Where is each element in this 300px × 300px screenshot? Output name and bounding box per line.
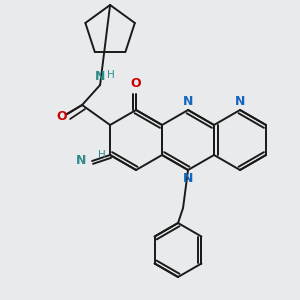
Text: N: N: [76, 154, 86, 167]
Text: O: O: [131, 77, 141, 90]
Text: N: N: [183, 95, 193, 108]
Text: O: O: [57, 110, 68, 124]
Text: H: H: [107, 70, 115, 80]
Text: N: N: [95, 70, 105, 83]
Text: N: N: [183, 172, 193, 185]
Text: H: H: [98, 150, 106, 160]
Text: N: N: [235, 95, 245, 108]
